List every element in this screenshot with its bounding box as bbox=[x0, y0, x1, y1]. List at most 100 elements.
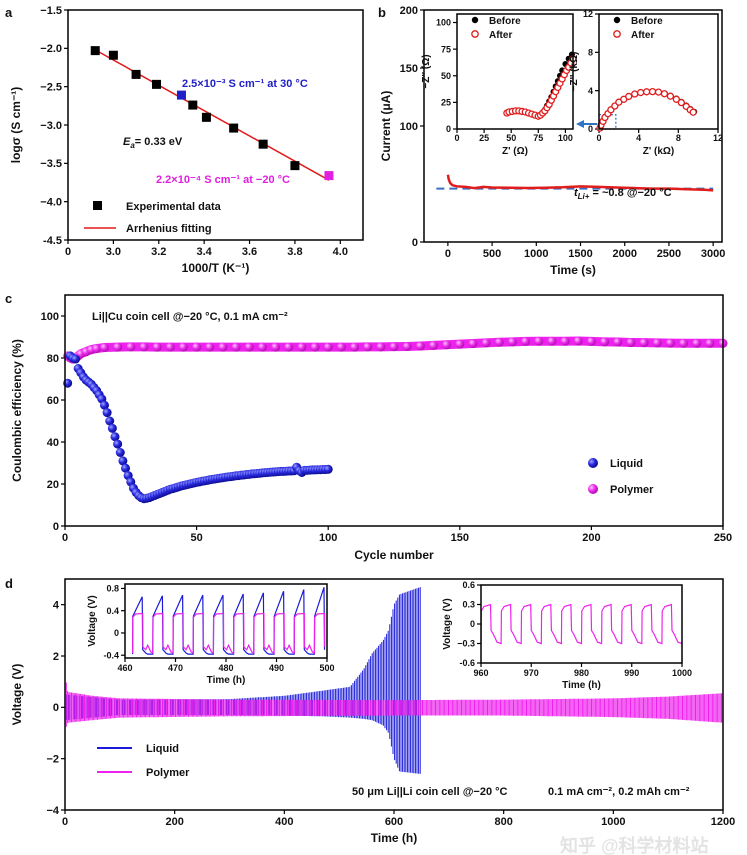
x-axis-label: Time (h) bbox=[207, 675, 246, 686]
after-point bbox=[648, 87, 657, 96]
liquid-point bbox=[323, 464, 333, 474]
x-axis-label: Time (s) bbox=[550, 263, 596, 277]
y-axis-label: Coulombic efficiency (%) bbox=[10, 339, 24, 482]
y-tick-label: 2 bbox=[53, 651, 59, 663]
x-tick-label: 1500 bbox=[568, 248, 592, 260]
x-tick-label: 470 bbox=[168, 663, 183, 673]
y-tick-label: −2.0 bbox=[40, 43, 62, 55]
watermark: 知乎 @科学材料站 bbox=[560, 835, 709, 855]
x-tick-label: 1200 bbox=[711, 816, 735, 828]
after-point bbox=[654, 88, 663, 96]
y-tick-label: 60 bbox=[47, 395, 59, 407]
legend-marker-experimental bbox=[93, 201, 102, 210]
plot-frame bbox=[64, 578, 724, 811]
legend-label: After bbox=[489, 30, 512, 41]
polymer-point bbox=[363, 342, 373, 352]
x-tick-label: 0 bbox=[65, 246, 71, 258]
legend-label: Polymer bbox=[610, 484, 654, 496]
polymer-point bbox=[192, 342, 202, 352]
annotation-30c: 2.5×10⁻³ S cm⁻¹ at 30 °C bbox=[182, 78, 308, 90]
y-tick-label: −1.5 bbox=[40, 5, 62, 17]
polymer-point bbox=[310, 342, 320, 352]
x-axis-label: Z' (kΩ) bbox=[643, 146, 675, 157]
t-subscript: Li+ bbox=[578, 192, 590, 201]
ea-symbol: E bbox=[123, 136, 131, 148]
chart-d: 0 200 400 600 800 1000 1200 −4 −2 0 2 4 Time (h) Volt… bbox=[10, 578, 735, 845]
voltage-oscillation bbox=[64, 674, 724, 731]
arrow-head-icon bbox=[576, 120, 584, 128]
y-tick-label: 20 bbox=[47, 479, 59, 491]
liquid-point bbox=[115, 448, 125, 457]
legend-marker-polymer bbox=[588, 484, 598, 494]
panel-label: b bbox=[378, 5, 386, 20]
after-point bbox=[637, 88, 645, 97]
after-point bbox=[672, 95, 680, 103]
polymer-point bbox=[126, 342, 136, 352]
x-tick-label: 250 bbox=[714, 532, 732, 544]
data-point bbox=[290, 161, 300, 171]
polymer-point bbox=[547, 336, 557, 346]
data-point bbox=[108, 50, 118, 60]
y-axis-label: Voltage (V) bbox=[87, 595, 98, 646]
y-tick-label: −4.0 bbox=[40, 197, 62, 209]
plot-frame bbox=[456, 13, 574, 130]
polymer-point bbox=[455, 339, 465, 349]
y-tick-label: 4 bbox=[588, 86, 593, 96]
plot-area bbox=[63, 336, 728, 504]
legend-marker-after bbox=[471, 30, 479, 38]
plot-area bbox=[480, 603, 683, 645]
liquid-point bbox=[105, 416, 115, 426]
ea-value: = 0.33 eV bbox=[135, 136, 183, 148]
y-tick-label: 0.8 bbox=[106, 584, 119, 594]
x-tick-label: 3.6 bbox=[242, 246, 257, 258]
y-tick-label: 0 bbox=[114, 628, 119, 638]
x-axis-label: Z' (Ω) bbox=[502, 146, 528, 157]
after-point bbox=[625, 92, 633, 101]
liquid-inset-trace bbox=[132, 587, 326, 655]
legend-marker-liquid bbox=[588, 458, 598, 468]
panel-label: d bbox=[5, 576, 13, 591]
polymer-point bbox=[534, 336, 544, 346]
polymer-point bbox=[428, 340, 438, 350]
legend-marker-after bbox=[613, 30, 621, 38]
x-tick-label: 150 bbox=[451, 532, 469, 544]
after-point bbox=[677, 98, 685, 107]
chart-c: 0 50 100 150 200 250 0 20 40 60 80 100 Cycle number C… bbox=[10, 294, 732, 562]
chart-d-inset-2: 960 970 980 990 1000 -0.6 −0.3 0 0.3 0.6 Time (h) V… bbox=[442, 580, 692, 691]
polymer-point bbox=[92, 344, 102, 354]
polymer-point bbox=[231, 342, 241, 352]
x-tick-label: 3.4 bbox=[197, 246, 213, 258]
polymer-point bbox=[178, 342, 188, 352]
legend-label: Liquid bbox=[146, 743, 179, 755]
x-tick-label: 100 bbox=[319, 532, 337, 544]
x-tick-label: 8 bbox=[676, 133, 681, 143]
polymer-point bbox=[350, 342, 360, 352]
data-point bbox=[258, 139, 268, 149]
polymer-point bbox=[639, 338, 649, 348]
cell-condition: 50 μm Li||Li coin cell @−20 °C bbox=[352, 786, 508, 798]
legend-label: Liquid bbox=[610, 458, 643, 470]
y-tick-label: -0.4 bbox=[103, 650, 119, 660]
x-tick-label: 600 bbox=[385, 816, 403, 828]
y-tick-label: 0 bbox=[53, 702, 59, 714]
polymer-point bbox=[99, 343, 109, 352]
y-tick-label: 0 bbox=[588, 124, 593, 134]
y-tick-label: 0 bbox=[53, 521, 59, 533]
polymer-point bbox=[665, 338, 675, 348]
x-tick-label: 50 bbox=[506, 133, 516, 143]
x-tick-label: 970 bbox=[524, 668, 539, 678]
polymer-point bbox=[323, 342, 333, 352]
liquid-point bbox=[113, 439, 123, 449]
y-tick-label: 150 bbox=[400, 63, 418, 75]
y-tick-label: 80 bbox=[47, 353, 59, 365]
x-axis-label: 1000/T (K⁻¹) bbox=[182, 261, 250, 275]
x-tick-label: 3.8 bbox=[287, 246, 302, 258]
rate-condition: 0.1 mA cm⁻², 0.2 mAh cm⁻² bbox=[548, 786, 690, 798]
polymer-point bbox=[600, 337, 610, 347]
polymer-point bbox=[573, 336, 583, 346]
y-tick-label: -4.5 bbox=[43, 235, 62, 247]
y-tick-label: 100 bbox=[400, 121, 418, 133]
x-axis-label: Time (h) bbox=[562, 680, 601, 691]
plot-frame bbox=[67, 9, 364, 241]
plot-frame bbox=[598, 13, 719, 130]
